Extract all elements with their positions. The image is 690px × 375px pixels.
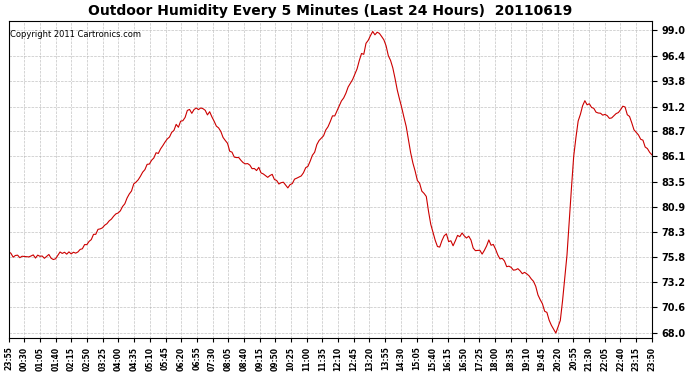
Title: Outdoor Humidity Every 5 Minutes (Last 24 Hours)  20110619: Outdoor Humidity Every 5 Minutes (Last 2…: [88, 4, 573, 18]
Text: Copyright 2011 Cartronics.com: Copyright 2011 Cartronics.com: [10, 30, 141, 39]
